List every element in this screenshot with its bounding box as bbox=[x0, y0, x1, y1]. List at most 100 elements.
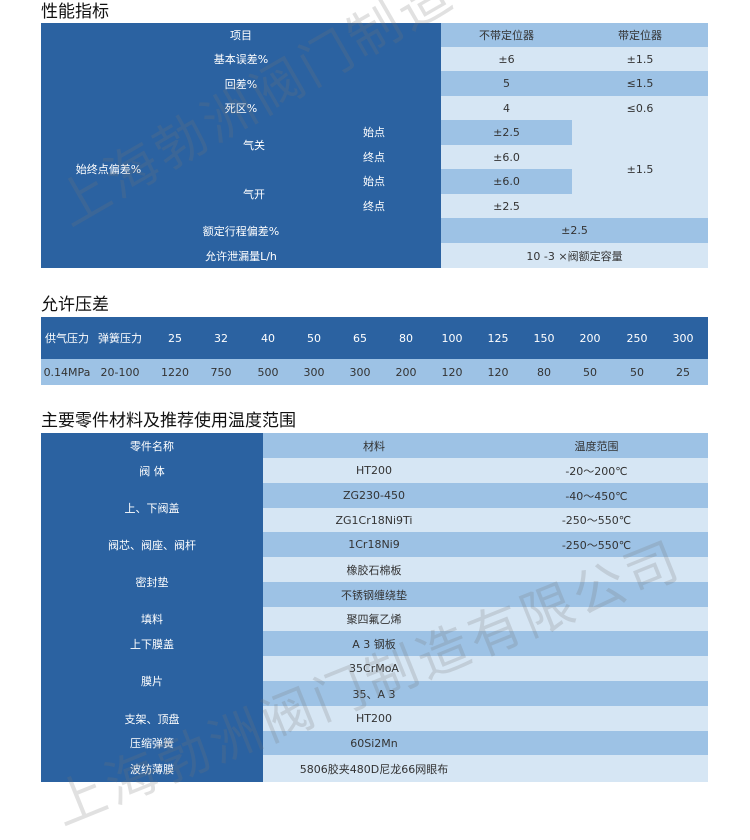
part-name: 阀芯、阀座、阀杆 bbox=[108, 538, 196, 552]
pressure-value-cell: 300 bbox=[349, 365, 371, 379]
pressure-value-cell: 200 bbox=[395, 365, 417, 379]
value-with-positioner: ≤1.5 bbox=[626, 77, 654, 90]
row-bg bbox=[441, 96, 708, 120]
row-label: 回差% bbox=[224, 77, 258, 91]
material-cell: 5806胶夹480D尼龙66网眼布 bbox=[299, 762, 449, 776]
value-with-positioner: ≤0.6 bbox=[626, 101, 654, 115]
materials-row-bg bbox=[263, 582, 708, 607]
air-close-end-value: ±6.0 bbox=[493, 150, 520, 164]
materials-row-bg bbox=[263, 755, 708, 782]
materials-row-bg bbox=[263, 656, 708, 681]
value-no-positioner: 4 bbox=[503, 101, 510, 115]
air-close-start-value: ±2.5 bbox=[441, 120, 572, 145]
part-name: 支架、顶盘 bbox=[124, 712, 180, 726]
materials-title: 主要零件材料及推荐使用温度范围 bbox=[41, 411, 296, 431]
material-cell: 不锈钢缠绕垫 bbox=[341, 588, 407, 602]
value-with-positioner: ±1.5 bbox=[626, 52, 654, 66]
pressure-header-cell: 65 bbox=[353, 331, 367, 345]
materials-row-bg bbox=[263, 631, 708, 656]
pressure-header-cell: 32 bbox=[214, 331, 228, 345]
pressure-value-cell: 120 bbox=[487, 365, 509, 379]
row-bg bbox=[441, 71, 708, 96]
part-name: 膜片 bbox=[141, 675, 163, 688]
pressure-header-bg bbox=[41, 317, 708, 359]
temp-cell: -20～200℃ bbox=[565, 464, 628, 478]
pressure-header-cell: 300 bbox=[672, 331, 694, 345]
temp-cell bbox=[485, 731, 708, 755]
pressure-value-cell: 750 bbox=[210, 365, 232, 379]
part-name: 填料 bbox=[141, 613, 163, 626]
materials-row-bg bbox=[263, 557, 708, 582]
deviation-label: 始终点偏差% bbox=[75, 163, 142, 176]
air-open-label: 气开 bbox=[243, 187, 265, 201]
header-item: 项目 bbox=[230, 29, 252, 42]
material-cell: 35、A 3 bbox=[352, 687, 396, 701]
part-name: 压缩弹簧 bbox=[130, 737, 174, 750]
materials-row-bg bbox=[263, 458, 708, 483]
performance-label-column bbox=[41, 23, 441, 268]
pressure-title: 允许压差 bbox=[41, 295, 109, 315]
material-cell: 60Si2Mn bbox=[350, 736, 398, 750]
pressure-value-cell: 50 bbox=[630, 365, 644, 379]
temp-cell bbox=[485, 706, 708, 731]
pressure-value-cell: 0.14MPa bbox=[43, 365, 91, 379]
materials-row-bg bbox=[263, 433, 708, 458]
pressure-row-bg bbox=[41, 359, 708, 385]
header-no-positioner: 不带定位器 bbox=[479, 29, 534, 42]
pressure-header-cell: 供气压力 bbox=[45, 332, 89, 345]
point-label-end: 终点 bbox=[363, 151, 385, 164]
material-cell: 35CrMoA bbox=[349, 662, 399, 675]
temp-cell bbox=[485, 681, 708, 706]
part-name: 阀 体 bbox=[139, 464, 165, 478]
part-name: 上、下阀盖 bbox=[124, 501, 180, 515]
pressure-value-cell: 120 bbox=[441, 365, 463, 379]
pressure-header-cell: 80 bbox=[399, 331, 413, 345]
temp-cell: -40～450℃ bbox=[565, 489, 628, 503]
air-open-end-value: ±2.5 bbox=[493, 199, 520, 213]
air-open-start-value: ±6.0 bbox=[441, 169, 572, 194]
header-temp: 温度范围 bbox=[574, 439, 619, 453]
temp-cell bbox=[485, 656, 708, 681]
point-label-start: 始点 bbox=[363, 126, 385, 139]
deviation-with-positioner: ±1.5 bbox=[626, 162, 654, 176]
rated-travel-value: ±2.5 bbox=[441, 218, 708, 243]
performance-title: 性能指标 bbox=[41, 2, 109, 22]
material-cell: 聚四氟乙烯 bbox=[346, 613, 402, 626]
material-cell: 1Cr18Ni9 bbox=[348, 538, 400, 551]
header-material: 材料 bbox=[363, 439, 385, 453]
materials-row-bg bbox=[263, 508, 708, 532]
materials-part-column bbox=[41, 433, 263, 782]
pressure-header-cell: 50 bbox=[307, 331, 321, 345]
material-cell: ZG1Cr18Ni9Ti bbox=[335, 513, 413, 527]
pressure-value-cell: 25 bbox=[676, 365, 690, 379]
temp-cell bbox=[485, 557, 708, 582]
rated-travel-label: 额定行程偏差% bbox=[202, 224, 280, 238]
row-label: 基本误差% bbox=[213, 53, 269, 66]
pressure-header-cell: 150 bbox=[533, 331, 555, 345]
materials-row-bg bbox=[263, 532, 708, 557]
material-cell: 橡胶石棉板 bbox=[346, 563, 402, 577]
header-with-positioner: 带定位器 bbox=[618, 29, 662, 42]
part-name: 上下膜盖 bbox=[130, 637, 174, 651]
pressure-header-cell: 40 bbox=[261, 331, 275, 345]
temp-cell bbox=[485, 582, 708, 607]
pressure-header-cell: 25 bbox=[168, 331, 182, 345]
pressure-value-cell: 500 bbox=[257, 365, 279, 379]
pressure-header-cell: 弹簧压力 bbox=[98, 332, 142, 345]
materials-row-bg bbox=[263, 731, 708, 755]
materials-row-bg bbox=[263, 607, 708, 631]
materials-row-bg bbox=[263, 681, 708, 706]
temp-cell: -250～550℃ bbox=[561, 514, 632, 527]
point-label-end: 终点 bbox=[363, 200, 385, 213]
pressure-value-cell: 80 bbox=[537, 365, 551, 379]
material-cell: HT200 bbox=[356, 712, 392, 725]
pressure-header-cell: 250 bbox=[626, 331, 648, 345]
temp-cell bbox=[485, 755, 708, 782]
temp-cell: -250～550℃ bbox=[561, 538, 632, 552]
air-close-label: 气关 bbox=[243, 138, 265, 152]
part-name: 密封垫 bbox=[135, 576, 169, 589]
leakage-value: 10 -3 ×阀额定容量 bbox=[441, 243, 708, 268]
pressure-header-cell: 100 bbox=[441, 331, 463, 345]
point-label-start: 始点 bbox=[363, 175, 385, 188]
material-cell: A 3 钢板 bbox=[352, 637, 396, 651]
